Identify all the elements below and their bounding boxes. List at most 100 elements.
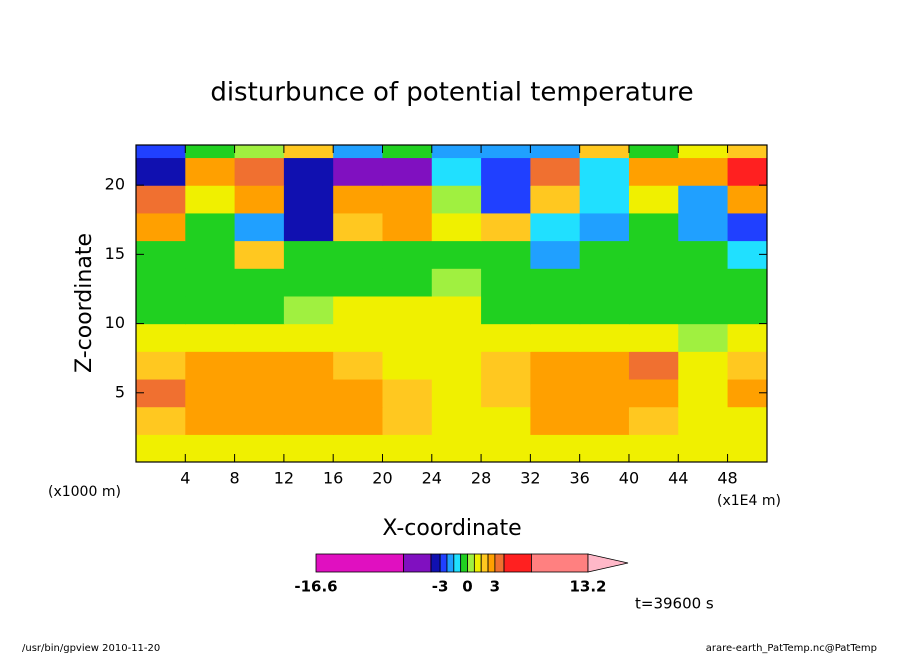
contour-cell	[727, 212, 767, 242]
colorbar-segment	[480, 553, 489, 573]
y-tick-label: 10	[105, 313, 125, 332]
x-tick-label: 32	[520, 469, 540, 488]
contour-cell	[727, 351, 767, 380]
contour-cell	[333, 406, 384, 435]
y-tick-label: 15	[105, 244, 125, 263]
chart-title: disturbunce of potential temperature	[210, 78, 693, 108]
contour-cell	[431, 157, 482, 186]
x-tick-label: 40	[619, 469, 639, 488]
contour-cell	[678, 157, 729, 186]
contour-cell	[727, 295, 767, 325]
contour-cell	[530, 295, 581, 325]
contour-cell	[333, 157, 384, 186]
contour-cell	[530, 185, 581, 214]
x-tick-label: 12	[274, 469, 294, 488]
colorbar-segment	[460, 553, 468, 573]
contour-cell	[283, 145, 334, 159]
x-tick-label: 8	[230, 469, 240, 488]
contour-cell	[530, 268, 581, 297]
contour-cell	[530, 378, 581, 408]
contour-cell	[283, 185, 334, 214]
y-axis-label: Z-coordinate	[72, 233, 97, 373]
contour-cell	[185, 240, 236, 269]
contour-cell	[431, 295, 482, 325]
contour-cell	[481, 295, 531, 325]
contour-cell	[136, 378, 186, 408]
colorbar-segment	[453, 553, 462, 573]
y-tick-label: 5	[115, 382, 125, 401]
contour-cell	[628, 185, 679, 214]
contour-cell	[579, 406, 630, 435]
x-tick-label: 16	[323, 469, 343, 488]
x-tick-label: 24	[422, 469, 442, 488]
contour-cell	[628, 240, 679, 269]
plot-frame	[135, 144, 768, 463]
x-tick-label: 36	[569, 469, 589, 488]
x-tick-label: 20	[372, 469, 392, 488]
contour-cell	[579, 185, 630, 214]
contour-cell	[579, 323, 630, 352]
contour-cell	[481, 185, 531, 214]
contour-cell	[579, 268, 630, 297]
contour-cell	[382, 185, 433, 214]
contour-cell	[185, 185, 236, 214]
contour-cell	[579, 434, 630, 462]
contour-cell	[185, 434, 236, 462]
x-unit-label: (x1E4 m)	[717, 493, 781, 509]
contour-cell	[431, 185, 482, 214]
contour-cell	[382, 378, 433, 408]
contour-cell	[579, 378, 630, 408]
time-label: t=39600 s	[635, 595, 714, 613]
contour-cell	[234, 378, 285, 408]
contour-cell	[678, 323, 729, 352]
contour-cell	[136, 185, 186, 214]
contour-cell	[185, 157, 236, 186]
contour-cell	[185, 406, 236, 435]
contour-cell	[333, 240, 384, 269]
colorbar-segment	[430, 553, 441, 573]
contour-cell	[727, 145, 767, 159]
contour-cell	[431, 323, 482, 352]
contour-cell	[481, 351, 531, 380]
contour-cell	[333, 323, 384, 352]
contour-cell	[481, 157, 531, 186]
contour-cell	[481, 212, 531, 242]
contour-cell	[382, 212, 433, 242]
contour-cell	[283, 434, 334, 462]
contour-cell	[382, 295, 433, 325]
contour-cell	[185, 268, 236, 297]
contour-cell	[382, 434, 433, 462]
contour-cell	[136, 212, 186, 242]
contour-cell	[727, 323, 767, 352]
colorbar-tick-label: 3	[490, 578, 500, 596]
colorbar-tick-label: 0	[462, 578, 472, 596]
contour-cell	[727, 378, 767, 408]
contour-cell	[283, 406, 334, 435]
contour-cell	[431, 434, 482, 462]
contour-cell	[579, 295, 630, 325]
contour-cell	[382, 323, 433, 352]
contour-cell	[481, 434, 531, 462]
x-tick-label: 28	[471, 469, 491, 488]
colorbar-tick-label: -16.6	[294, 578, 337, 596]
contour-field	[136, 145, 767, 462]
colorbar-tick-label: 13.2	[569, 578, 606, 596]
contour-cell	[283, 351, 334, 380]
contour-cell	[530, 406, 581, 435]
contour-cell	[481, 323, 531, 352]
contour-cell	[431, 145, 482, 159]
contour-cell	[234, 157, 285, 186]
contour-cell	[481, 406, 531, 435]
contour-cell	[678, 240, 729, 269]
colorbar-segment	[503, 553, 532, 573]
contour-cell	[283, 378, 334, 408]
contour-cell	[136, 406, 186, 435]
contour-cell	[530, 351, 581, 380]
contour-cell	[727, 434, 767, 462]
contour-cell	[628, 323, 679, 352]
contour-cell	[579, 157, 630, 186]
contour-cell	[283, 295, 334, 325]
x-tick-label: 4	[180, 469, 190, 488]
contour-cell	[234, 295, 285, 325]
contour-cell	[283, 268, 334, 297]
